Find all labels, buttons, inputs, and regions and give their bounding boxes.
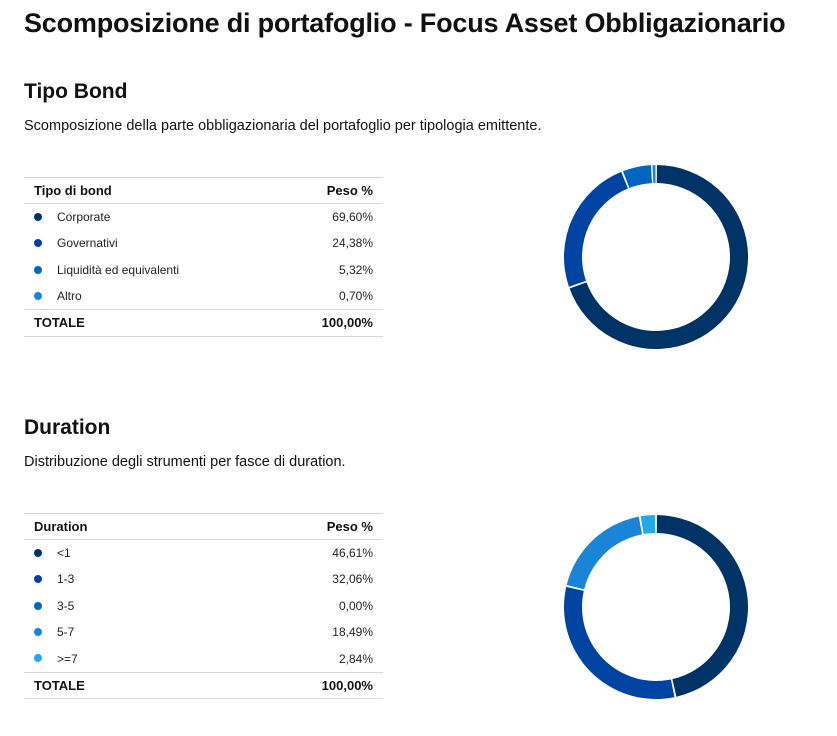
- section-tipo-bond: Tipo Bond Scomposizione della parte obbl…: [24, 80, 834, 337]
- row-label-cell: Governativi: [24, 230, 275, 257]
- row-label-cell: 1-3: [24, 566, 206, 593]
- row-label: 1-3: [57, 572, 75, 587]
- legend-dot-icon: [34, 628, 42, 637]
- row-value: 69,60%: [332, 210, 373, 224]
- donut-slice-altro: [652, 165, 656, 184]
- section-duration: Duration Distribuzione degli strumenti p…: [24, 416, 834, 699]
- table-row: 5-7 18,49%: [24, 619, 383, 646]
- donut-chart-tipo-bond: [564, 165, 748, 349]
- row-label: <1: [57, 546, 71, 560]
- section-description: Distribuzione degli strumenti per fasce …: [24, 454, 346, 470]
- row-value: 32,06%: [332, 572, 373, 587]
- header-value: Peso %: [274, 177, 383, 204]
- row-value: 2,84%: [338, 651, 373, 666]
- row-label-cell: Altro: [24, 283, 275, 310]
- allocation-table-duration: Duration Peso % <1 46,61% 1-3 32,06% 3-5…: [24, 513, 383, 699]
- row-value: 46,61%: [332, 546, 373, 560]
- legend-dot-icon: [34, 265, 42, 274]
- row-label: Corporate: [57, 210, 111, 224]
- row-label: 5-7: [57, 625, 75, 640]
- row-label: >=7: [57, 651, 78, 666]
- table-row: Liquidità ed equivalenti 5,32%: [24, 257, 383, 284]
- section-description: Scomposizione della parte obbligazionari…: [24, 118, 542, 134]
- table-row: Altro 0,70%: [24, 283, 383, 310]
- row-label-cell: <1: [24, 540, 206, 567]
- allocation-table-tipo-bond: Tipo di bond Peso % Corporate 69,60% Gov…: [24, 177, 383, 337]
- legend-dot-icon: [34, 601, 42, 610]
- table-row: Governativi 24,38%: [24, 230, 383, 257]
- row-label: 3-5: [57, 598, 75, 613]
- table-header-row: Duration Peso %: [24, 513, 383, 540]
- row-label-cell: >=7: [24, 646, 206, 673]
- table-total-row: TOTALE 100,00%: [24, 309, 383, 337]
- section-title: Duration: [24, 416, 111, 439]
- table-row: >=7 2,84%: [24, 646, 383, 673]
- legend-dot-icon: [34, 291, 42, 300]
- table-total-row: TOTALE 100,00%: [24, 671, 383, 699]
- legend-dot-icon: [34, 575, 42, 584]
- row-label: Governativi: [57, 236, 118, 251]
- row-value: 0,00%: [338, 598, 373, 613]
- donut-slice-governativi: [564, 171, 628, 287]
- page-title: Scomposizione di portafoglio - Focus Ass…: [24, 8, 786, 38]
- table-row: Corporate 69,60%: [24, 204, 383, 231]
- table-row: 1-3 32,06%: [24, 566, 383, 593]
- row-value: 0,70%: [338, 289, 373, 303]
- row-label: Liquidità ed equivalenti: [57, 262, 180, 277]
- section-title: Tipo Bond: [24, 80, 128, 103]
- header-value: Peso %: [206, 513, 383, 540]
- table-row: 3-5 0,00%: [24, 593, 383, 620]
- donut-slice--7: [640, 515, 656, 535]
- row-value: 5,32%: [338, 262, 373, 277]
- row-label-cell: Corporate: [24, 204, 275, 231]
- donut-slice-1-3: [564, 586, 675, 699]
- donut-chart-duration: [564, 515, 748, 699]
- row-value: 24,38%: [332, 236, 373, 251]
- donut-slice-5-7: [566, 516, 643, 590]
- donut-slice--1: [656, 515, 748, 697]
- total-value: 100,00%: [206, 671, 383, 699]
- row-label-cell: 5-7: [24, 619, 206, 646]
- row-label: Altro: [57, 289, 82, 303]
- total-label: TOTALE: [24, 309, 275, 337]
- table-header-row: Tipo di bond Peso %: [24, 177, 383, 204]
- total-label: TOTALE: [24, 671, 207, 699]
- row-value: 18,49%: [332, 625, 373, 640]
- legend-dot-icon: [34, 239, 42, 248]
- legend-dot-icon: [34, 654, 42, 663]
- row-label-cell: Liquidità ed equivalenti: [24, 257, 275, 284]
- row-label-cell: 3-5: [24, 593, 206, 620]
- legend-dot-icon: [34, 212, 42, 221]
- donut-slice-liquidit-ed-equivalenti: [622, 165, 652, 188]
- legend-dot-icon: [34, 548, 42, 557]
- header-label: Tipo di bond: [24, 177, 275, 204]
- table-row: <1 46,61%: [24, 540, 383, 567]
- header-label: Duration: [24, 513, 207, 540]
- total-value: 100,00%: [274, 309, 383, 337]
